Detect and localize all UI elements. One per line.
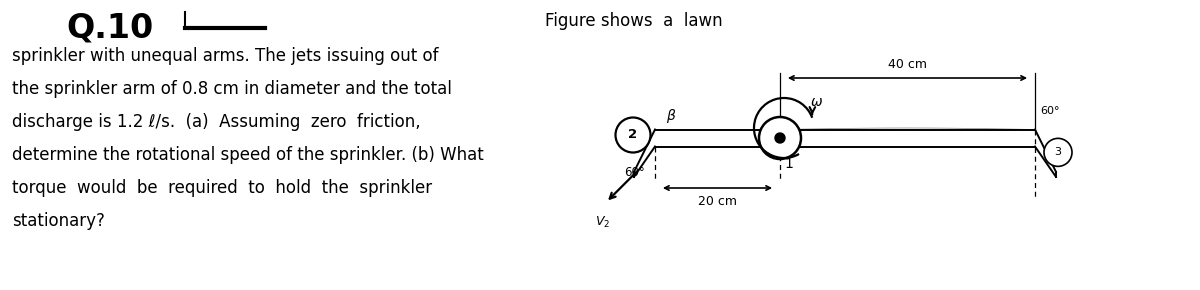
Text: sprinkler with unequal arms. The jets issuing out of: sprinkler with unequal arms. The jets is… [12, 47, 438, 65]
Text: Figure shows  a  lawn: Figure shows a lawn [545, 12, 722, 30]
Text: 1: 1 [784, 157, 793, 171]
Text: 3: 3 [1055, 147, 1062, 157]
Circle shape [1044, 138, 1072, 166]
Circle shape [616, 117, 650, 153]
Text: Q.10: Q.10 [66, 12, 154, 45]
Text: discharge is 1.2 ℓ/s.  (a)  Assuming  zero  friction,: discharge is 1.2 ℓ/s. (a) Assuming zero … [12, 113, 421, 131]
Text: the sprinkler arm of 0.8 cm in diameter and the total: the sprinkler arm of 0.8 cm in diameter … [12, 80, 452, 98]
Text: determine the rotational speed of the sprinkler. (b) What: determine the rotational speed of the sp… [12, 146, 484, 164]
Text: 2: 2 [629, 128, 637, 142]
Text: 40 cm: 40 cm [888, 58, 926, 71]
Text: stationary?: stationary? [12, 212, 104, 230]
Circle shape [775, 133, 785, 143]
Text: torque  would  be  required  to  hold  the  sprinkler: torque would be required to hold the spr… [12, 179, 432, 197]
Text: $V_2$: $V_2$ [595, 215, 611, 231]
Text: $\omega$: $\omega$ [810, 95, 822, 109]
Text: 60°: 60° [1040, 106, 1060, 116]
Circle shape [760, 117, 802, 159]
Text: 20 cm: 20 cm [698, 195, 737, 208]
Text: β: β [666, 109, 674, 123]
Text: 60°: 60° [624, 166, 646, 179]
